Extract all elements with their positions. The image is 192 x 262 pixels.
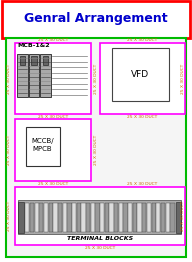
Text: MCCB/
MPCB: MCCB/ MPCB bbox=[31, 138, 54, 152]
Bar bbox=[151, 203, 156, 232]
Bar bbox=[170, 203, 175, 232]
Bar bbox=[17, 54, 28, 97]
Text: 25 X 30 DUCT: 25 X 30 DUCT bbox=[7, 201, 11, 231]
Text: 25 X 30 DUCT: 25 X 30 DUCT bbox=[127, 182, 158, 186]
Text: 25 X 30 DUCT: 25 X 30 DUCT bbox=[7, 135, 11, 165]
Bar bbox=[6, 38, 186, 257]
Bar bbox=[109, 203, 114, 232]
Bar bbox=[100, 43, 185, 114]
Bar bbox=[133, 203, 137, 232]
Bar bbox=[142, 203, 146, 232]
Bar bbox=[53, 203, 58, 232]
Bar bbox=[100, 203, 104, 232]
Text: VFD: VFD bbox=[131, 70, 149, 79]
Bar bbox=[30, 203, 34, 232]
Text: 25 X 30 DUCT: 25 X 30 DUCT bbox=[85, 246, 115, 250]
Text: 25 X 30 DUCT: 25 X 30 DUCT bbox=[127, 115, 158, 119]
Bar bbox=[176, 202, 181, 233]
Bar bbox=[114, 203, 118, 232]
Bar bbox=[25, 203, 29, 232]
Bar bbox=[18, 202, 24, 233]
Text: 25 X 30 DUCT: 25 X 30 DUCT bbox=[181, 201, 185, 231]
Text: TERMINAL BLOCKS: TERMINAL BLOCKS bbox=[67, 236, 133, 241]
Bar bbox=[39, 203, 43, 232]
Bar bbox=[81, 203, 86, 232]
Text: 25 X 30 DUCT: 25 X 30 DUCT bbox=[38, 182, 68, 186]
Bar bbox=[40, 54, 51, 97]
Text: 25 X 30 DUCT: 25 X 30 DUCT bbox=[94, 63, 98, 94]
Bar bbox=[95, 203, 100, 232]
Bar bbox=[49, 203, 53, 232]
Bar bbox=[15, 43, 91, 114]
Bar bbox=[105, 203, 109, 232]
Bar bbox=[72, 203, 76, 232]
Bar bbox=[119, 203, 123, 232]
Bar bbox=[161, 203, 165, 232]
Bar bbox=[2, 1, 190, 38]
Bar bbox=[29, 54, 39, 97]
Bar bbox=[15, 187, 185, 245]
Bar bbox=[137, 203, 142, 232]
Bar bbox=[147, 203, 151, 232]
Text: 25 X 30 DUCT: 25 X 30 DUCT bbox=[181, 63, 185, 94]
Bar bbox=[63, 203, 67, 232]
Bar bbox=[112, 48, 169, 101]
Bar bbox=[18, 200, 181, 234]
Text: 25 X 30 DUCT: 25 X 30 DUCT bbox=[7, 63, 11, 94]
Bar bbox=[35, 203, 39, 232]
Bar bbox=[156, 203, 161, 232]
Text: MCB-1&2: MCB-1&2 bbox=[17, 43, 50, 48]
Bar bbox=[43, 56, 48, 64]
Bar bbox=[123, 203, 128, 232]
Bar bbox=[166, 203, 170, 232]
Bar bbox=[67, 203, 72, 232]
Bar bbox=[31, 56, 37, 64]
Bar bbox=[77, 203, 81, 232]
Bar bbox=[44, 203, 48, 232]
Text: 25 X 30 DUCT: 25 X 30 DUCT bbox=[38, 115, 68, 119]
Bar bbox=[128, 203, 132, 232]
Text: 25 X 30 DUCT: 25 X 30 DUCT bbox=[94, 135, 98, 165]
Bar bbox=[58, 203, 62, 232]
Bar bbox=[20, 56, 25, 64]
Bar bbox=[86, 203, 90, 232]
Text: Genral Arrangement: Genral Arrangement bbox=[24, 13, 168, 25]
Bar bbox=[91, 203, 95, 232]
Bar bbox=[15, 119, 91, 181]
Text: 25 X 30 DUCT: 25 X 30 DUCT bbox=[38, 38, 68, 42]
Text: 25 X 30 DUCT: 25 X 30 DUCT bbox=[127, 38, 158, 42]
Bar bbox=[26, 127, 60, 166]
